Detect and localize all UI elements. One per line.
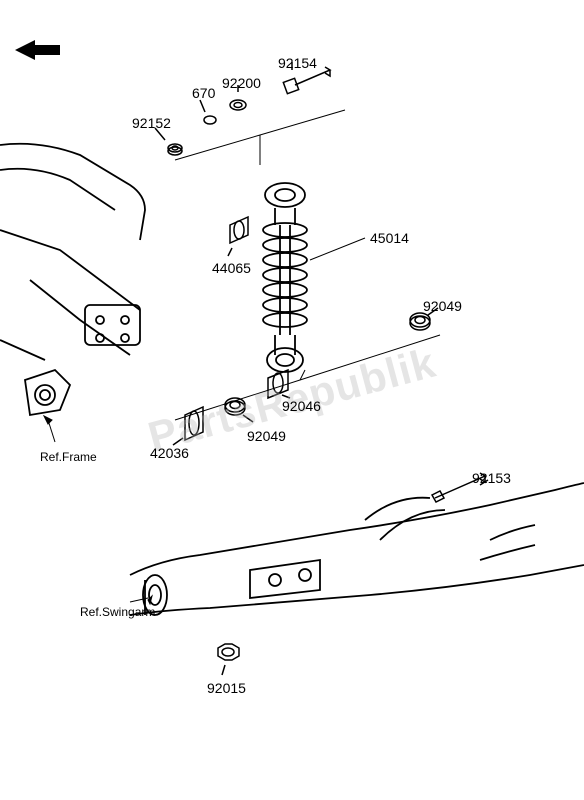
callout-42036: 42036	[150, 445, 189, 461]
callout-92152: 92152	[132, 115, 171, 131]
callout-44065: 44065	[212, 260, 251, 276]
callout-92200: 92200	[222, 75, 261, 91]
callout-92153: 92153	[472, 470, 511, 486]
callout-670: 670	[192, 85, 215, 101]
callout-92154: 92154	[278, 55, 317, 71]
ref-swingarm-label: Ref.Swingarm	[80, 605, 155, 619]
callout-92015: 92015	[207, 680, 246, 696]
callout-45014: 45014	[370, 230, 409, 246]
callout-92049-a: 92049	[423, 298, 462, 314]
callout-92049-b: 92049	[247, 428, 286, 444]
ref-frame-label: Ref.Frame	[40, 450, 97, 464]
diagram-container: PartsRepublik 92154 670 92200 92152 4406…	[0, 0, 584, 800]
callout-92046: 92046	[282, 398, 321, 414]
